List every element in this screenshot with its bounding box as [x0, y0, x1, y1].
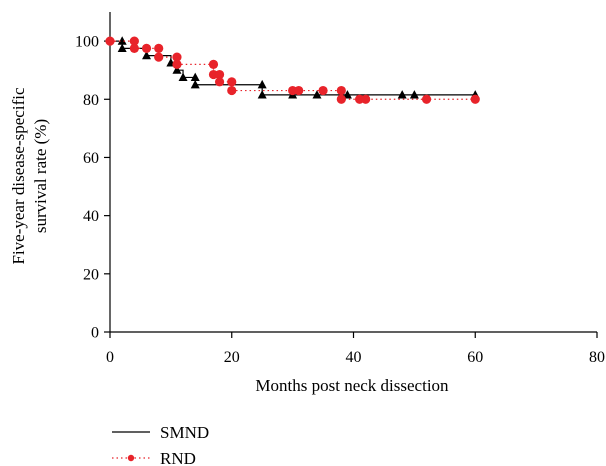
- y-tick-label: 80: [83, 92, 99, 109]
- data-point-rnd: [129, 43, 139, 53]
- y-tick-label: 60: [83, 150, 99, 167]
- series-line-rnd: [110, 40, 476, 100]
- data-point-rnd: [421, 94, 432, 104]
- y-axis-title-line2: survival rate (%): [31, 119, 50, 233]
- data-point-smnd: [178, 72, 188, 82]
- data-point-smnd: [117, 43, 127, 52]
- legend: SMND RND: [112, 423, 209, 466]
- data-point-rnd: [294, 85, 304, 96]
- legend-item-smnd: SMND: [112, 423, 209, 442]
- data-point-smnd: [312, 90, 322, 99]
- y-axis-title: Five-year disease-specific survival rate…: [9, 87, 50, 264]
- data-point-rnd: [361, 94, 371, 104]
- data-point-smnd: [190, 72, 200, 82]
- x-tick-label: 60: [467, 349, 483, 366]
- y-axis-title-line1: Five-year disease-specific: [9, 87, 28, 264]
- data-point-smnd: [172, 65, 182, 74]
- data-point-smnd: [190, 79, 200, 89]
- data-point-rnd: [336, 85, 346, 96]
- legend-label-smnd: SMND: [160, 423, 209, 442]
- y-tick-label: 100: [75, 34, 99, 51]
- y-tick-label: 20: [83, 266, 99, 283]
- series-rnd: [105, 36, 480, 104]
- data-point-rnd: [227, 85, 237, 96]
- x-tick-label: 20: [224, 349, 240, 366]
- data-point-rnd: [141, 43, 152, 53]
- data-point-rnd: [154, 43, 164, 53]
- data-point-rnd: [172, 52, 182, 62]
- data-point-rnd: [470, 94, 480, 104]
- data-point-rnd: [214, 77, 225, 87]
- legend-marker-rnd: [127, 454, 135, 462]
- data-point-rnd: [227, 77, 237, 87]
- legend-item-rnd: RND: [112, 449, 196, 466]
- x-tick-label: 40: [346, 349, 362, 366]
- x-tick-label: 0: [106, 349, 114, 366]
- x-tick-label: 80: [589, 349, 605, 366]
- x-axis-title: Months post neck dissection: [255, 376, 449, 395]
- data-point-rnd: [172, 59, 182, 69]
- data-point-smnd: [117, 36, 127, 45]
- data-point-rnd: [154, 52, 164, 62]
- x-ticks: 0 20 40 60 80: [106, 332, 605, 366]
- y-tick-label: 0: [91, 325, 99, 342]
- data-point-rnd: [105, 36, 115, 46]
- data-point-smnd: [257, 79, 267, 89]
- axes: 0 20 40 60 80 100 0 20 40 60 80: [75, 12, 605, 366]
- y-ticks: 0 20 40 60 80 100: [75, 34, 110, 342]
- data-point-rnd: [336, 94, 346, 104]
- data-point-smnd: [342, 90, 352, 99]
- data-point-rnd: [129, 36, 139, 46]
- data-point-rnd: [318, 85, 328, 96]
- y-tick-label: 40: [83, 208, 99, 225]
- series-layer: [105, 36, 480, 104]
- data-point-smnd: [397, 90, 407, 99]
- data-point-rnd: [214, 69, 225, 80]
- data-point-smnd: [409, 90, 419, 99]
- legend-label-rnd: RND: [160, 449, 196, 466]
- data-point-rnd: [208, 59, 219, 69]
- data-point-smnd: [257, 90, 267, 99]
- data-point-smnd: [142, 50, 152, 60]
